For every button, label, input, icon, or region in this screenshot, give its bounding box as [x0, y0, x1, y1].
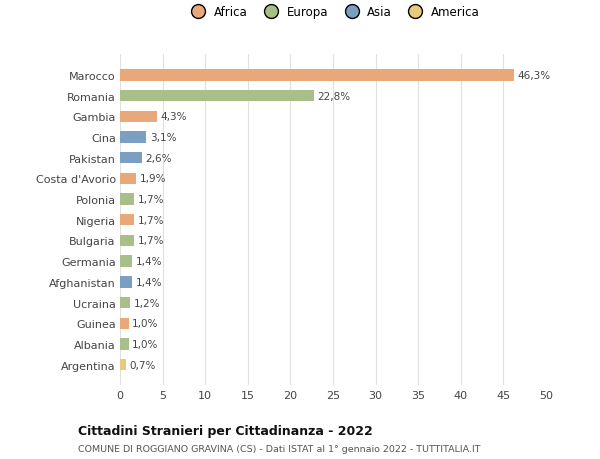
Text: 1,4%: 1,4% — [136, 277, 162, 287]
Bar — [120, 339, 128, 350]
Bar — [120, 359, 126, 370]
Text: 1,7%: 1,7% — [138, 236, 164, 246]
Bar — [120, 194, 134, 205]
Bar — [120, 318, 128, 329]
Text: 46,3%: 46,3% — [518, 71, 551, 81]
Bar — [120, 112, 157, 123]
Text: 1,2%: 1,2% — [134, 298, 160, 308]
Bar — [120, 174, 136, 185]
Text: 22,8%: 22,8% — [317, 91, 351, 101]
Bar — [120, 153, 142, 164]
Legend: Africa, Europa, Asia, America: Africa, Europa, Asia, America — [182, 1, 484, 24]
Text: 3,1%: 3,1% — [150, 133, 176, 143]
Text: COMUNE DI ROGGIANO GRAVINA (CS) - Dati ISTAT al 1° gennaio 2022 - TUTTITALIA.IT: COMUNE DI ROGGIANO GRAVINA (CS) - Dati I… — [78, 444, 481, 453]
Bar — [120, 297, 130, 308]
Text: 2,6%: 2,6% — [146, 153, 172, 163]
Text: 1,9%: 1,9% — [140, 174, 166, 184]
Text: 4,3%: 4,3% — [160, 112, 187, 122]
Text: Cittadini Stranieri per Cittadinanza - 2022: Cittadini Stranieri per Cittadinanza - 2… — [78, 425, 373, 437]
Bar — [120, 277, 132, 288]
Text: 1,0%: 1,0% — [132, 339, 158, 349]
Bar — [120, 70, 514, 81]
Bar — [120, 215, 134, 226]
Bar — [120, 132, 146, 143]
Bar — [120, 91, 314, 102]
Bar — [120, 235, 134, 246]
Text: 1,0%: 1,0% — [132, 319, 158, 329]
Text: 1,4%: 1,4% — [136, 257, 162, 267]
Text: 1,7%: 1,7% — [138, 195, 164, 205]
Text: 0,7%: 0,7% — [130, 360, 156, 370]
Text: 1,7%: 1,7% — [138, 215, 164, 225]
Bar — [120, 256, 132, 267]
